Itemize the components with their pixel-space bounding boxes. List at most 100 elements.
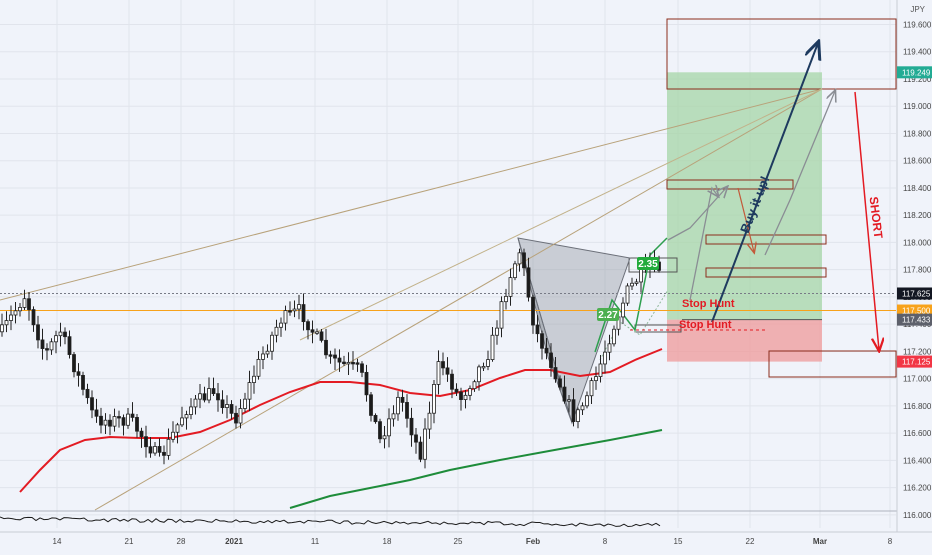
candle-body — [211, 388, 216, 395]
candle-body — [301, 304, 306, 323]
candle-body — [198, 393, 202, 400]
candle-body — [463, 394, 468, 400]
candle-body — [499, 301, 504, 329]
candle-body — [81, 374, 85, 390]
candle-body — [9, 314, 13, 321]
price-axis-bg — [897, 0, 932, 532]
candle-body — [292, 308, 297, 312]
time-tick-label: Feb — [526, 537, 540, 546]
candle-body — [153, 446, 157, 454]
candle-body — [621, 302, 625, 318]
ratio-badge: 2.27 — [598, 310, 618, 321]
short-target-box — [768, 350, 897, 378]
candle-body — [22, 298, 27, 308]
time-tick-label: 14 — [53, 537, 62, 546]
candle-body — [256, 358, 261, 377]
time-tick-label: 11 — [311, 537, 320, 546]
candle-body — [126, 413, 130, 426]
candle-body — [180, 417, 184, 426]
time-tick-label: 22 — [746, 537, 755, 546]
candle-body — [630, 282, 634, 287]
price-tick-label: 119.600 — [903, 21, 932, 30]
price-tick-label: 116.600 — [903, 429, 932, 438]
loss-zone — [667, 319, 822, 362]
candle-body — [405, 402, 409, 419]
candle-body — [58, 331, 63, 337]
buy-arrow — [711, 43, 818, 323]
candle-body — [148, 446, 153, 454]
candle-body — [355, 362, 360, 365]
time-tick-label: 25 — [454, 537, 463, 546]
candle-body — [193, 398, 198, 408]
candle-body — [189, 406, 193, 416]
price-label-bg — [897, 287, 932, 300]
candle-body — [283, 310, 288, 324]
candle-body — [162, 451, 166, 456]
box — [705, 267, 827, 278]
time-tick-label: 15 — [674, 537, 683, 546]
price-tick-label: 117.800 — [903, 266, 932, 275]
candle-body — [387, 418, 391, 437]
candle-body — [558, 378, 562, 388]
candle-body — [270, 334, 274, 352]
projection-arrow — [689, 188, 718, 301]
price-tick-label: 117.000 — [903, 375, 932, 384]
candle-body — [549, 352, 553, 368]
candle-body — [544, 347, 549, 354]
candle-body — [414, 434, 418, 443]
price-label-bg — [897, 313, 932, 326]
price-tick-label: 118.200 — [903, 211, 932, 220]
candle-body — [207, 388, 211, 401]
candle-body — [612, 328, 616, 345]
candle-body — [63, 331, 67, 338]
price-axis: JPY 119.600 119.400 119.200 119.000 118.800 11… — [896, 0, 932, 532]
candle-body — [450, 373, 454, 390]
candle-body — [85, 388, 90, 399]
candle-body — [477, 366, 481, 383]
trend-lines — [0, 88, 896, 511]
candle-body — [144, 436, 148, 448]
candle-body — [103, 419, 108, 426]
price-tick-label: 116.000 — [903, 511, 932, 520]
candle-body — [459, 391, 463, 400]
candle-body — [112, 416, 117, 427]
candle-body — [486, 359, 490, 367]
price-label: 119.249 — [902, 68, 931, 77]
candle-body — [400, 396, 405, 403]
candle-body — [409, 417, 414, 436]
price-label: 117.625 — [902, 289, 931, 298]
time-tick-label: 2021 — [225, 537, 243, 546]
time-tick-label: 21 — [125, 537, 134, 546]
candle-body — [571, 399, 576, 422]
trade-zones — [628, 18, 897, 378]
candle-body — [4, 320, 9, 326]
price-label-bg — [897, 66, 932, 79]
candle-body — [36, 324, 40, 341]
price-tick-label: 119.200 — [903, 75, 932, 84]
candle-body — [567, 399, 571, 402]
candle-body — [531, 296, 535, 326]
candle-body — [139, 430, 144, 438]
resistance-box — [666, 179, 794, 190]
candle-body — [504, 295, 508, 303]
target-box — [666, 18, 897, 90]
candle-body — [49, 341, 54, 351]
indicator-line — [0, 516, 661, 528]
candle-body — [315, 331, 319, 334]
price-tick-label: 116.200 — [903, 484, 932, 493]
candle-body — [117, 416, 121, 419]
candle-body — [490, 334, 495, 360]
candle-body — [535, 324, 540, 335]
candle-body — [324, 339, 328, 356]
candle-body — [0, 324, 4, 333]
price-tick-label: 116.800 — [903, 402, 932, 411]
candle-body — [369, 394, 373, 416]
harmonic-pattern — [517, 237, 669, 425]
candle-body — [18, 307, 22, 312]
time-tick-label: 8 — [603, 537, 608, 546]
candle-body — [576, 409, 580, 422]
candle-body — [328, 354, 333, 357]
candle-body — [585, 395, 589, 407]
candle-body — [346, 361, 351, 365]
